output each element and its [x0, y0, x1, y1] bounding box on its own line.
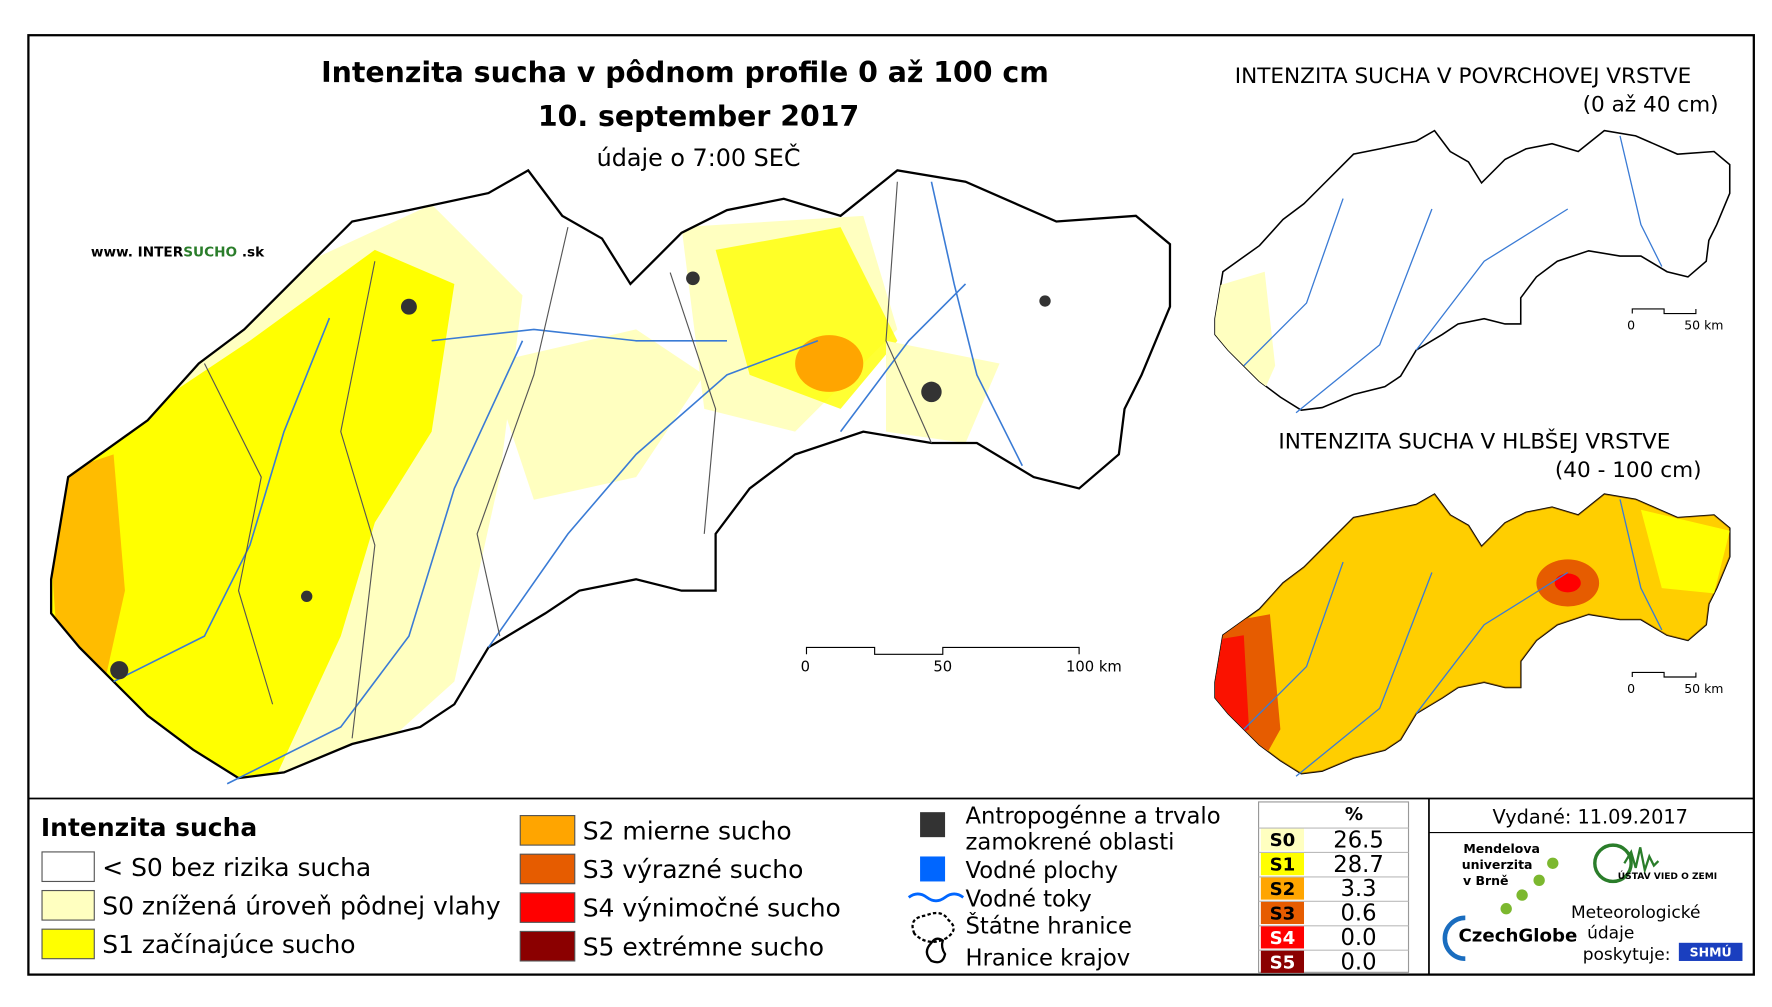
legend-feature-label: Štátne hranice — [966, 912, 1132, 940]
shmu-logo — [1678, 942, 1743, 961]
scale-label: 50 km — [1684, 317, 1723, 332]
legend-title: Intenzita sucha — [41, 813, 257, 842]
legend-swatch — [41, 889, 95, 921]
row-code-cell — [1260, 876, 1305, 900]
table-border — [1258, 801, 1410, 973]
website-prefix: www. INTER — [91, 245, 184, 261]
provider-line: Meteorologické — [1571, 903, 1700, 923]
legend-label: S1 začínajúce sucho — [102, 930, 355, 959]
row-code-cell — [1260, 852, 1305, 876]
row-code: S2 — [1270, 879, 1296, 900]
row-code-cell — [1260, 901, 1305, 925]
row-value: 0.0 — [1340, 925, 1376, 951]
row-code-cell — [1260, 828, 1305, 851]
row-code: S3 — [1270, 904, 1296, 925]
row-code-cell — [1260, 950, 1305, 973]
row-code-cell — [1260, 925, 1305, 949]
legend-feature-label: Antropogénne a trvalo — [966, 804, 1221, 830]
urban-areas — [110, 271, 1051, 680]
website-highlight: SUCHO — [183, 245, 237, 261]
scale-label: 0 — [1627, 317, 1635, 332]
row-value: 0.6 — [1340, 901, 1376, 927]
map-date: 10. september 2017 — [538, 100, 859, 133]
drought-zones — [51, 204, 1000, 779]
icon-state-border — [911, 911, 955, 944]
university-line: univerzita — [1462, 857, 1533, 872]
website-suffix: .sk — [237, 245, 265, 261]
icon-urban — [920, 812, 946, 838]
inset-title: INTENZITA SUCHA V POVRCHOVEJ VRSTVE — [1235, 64, 1692, 89]
stats-table: % S0 26.5 S1 28.7 S2 3.3 S3 0.6 S4 0.0 S5 0.0 — [1258, 801, 1410, 975]
inset-subtitle: (40 - 100 cm) — [1555, 458, 1702, 483]
inset-title: INTENZITA SUCHA V HLBŠEJ VRSTVE — [1278, 429, 1670, 455]
legend-feature-label: Vodné toky — [966, 886, 1092, 912]
legend-swatch — [519, 853, 576, 885]
scale-label: 50 km — [1684, 681, 1723, 696]
rivers — [113, 181, 1024, 785]
legend-label: S3 výrazné sucho — [583, 855, 804, 884]
university-dots — [1500, 857, 1559, 915]
icon-river — [907, 892, 965, 903]
issued-date: Vydané: 11.09.2017 — [1493, 806, 1688, 829]
website: www. INTERSUCHO .sk — [91, 245, 265, 261]
provider-line: údaje — [1587, 923, 1634, 943]
institute: ÚSTAV VIED O ZEMI — [1618, 870, 1717, 882]
map-subtitle: údaje o 7:00 SEČ — [597, 144, 801, 172]
legend-swatch — [519, 892, 576, 923]
row-value: 0.0 — [1340, 949, 1376, 975]
scale-label: 100 km — [1066, 658, 1122, 675]
scale-bar — [805, 646, 1080, 655]
table-header: % — [1345, 804, 1363, 825]
row-value: 26.5 — [1333, 827, 1384, 853]
provider-line: poskytuje: — [1583, 945, 1671, 965]
row-code: S4 — [1270, 928, 1296, 949]
row-value: 28.7 — [1333, 852, 1384, 878]
icon-region-border — [925, 937, 947, 964]
legend: Intenzita sucha < S0 bez rizika sucha S0 … — [41, 804, 1221, 972]
legend-label: S4 výnimočné sucho — [583, 894, 841, 923]
shmu: SHMÚ — [1690, 944, 1732, 959]
scale-label: 50 — [933, 658, 952, 675]
region-borders — [203, 181, 932, 739]
footer: Vydané: 11.09.2017 Mendelova univerzita … — [1428, 798, 1754, 975]
university-line: v Brně — [1463, 873, 1509, 888]
legend-feature-label: Hranice krajov — [966, 946, 1131, 972]
icon-water — [920, 856, 946, 882]
legend-label: < S0 bez rizika sucha — [102, 853, 371, 882]
row-code: S0 — [1270, 830, 1296, 851]
legend-label: S0 znížená úroveň pôdnej vlahy — [102, 891, 501, 920]
scale-label: 0 — [801, 658, 810, 675]
legend-label: S5 extrémne sucho — [583, 932, 824, 961]
main-map: Intenzita sucha v pôdnom profile 0 až 10… — [49, 56, 1172, 785]
legend-swatch — [519, 815, 576, 846]
row-value: 3.3 — [1340, 876, 1376, 902]
institute-logo — [1593, 843, 1633, 884]
legend-label: S2 mierne sucho — [583, 816, 792, 845]
row-code: S1 — [1270, 855, 1296, 876]
university-line: Mendelova — [1463, 841, 1540, 856]
legend-feature-label: Vodné plochy — [966, 858, 1119, 884]
legend-swatch — [519, 930, 576, 962]
scale-label: 0 — [1627, 681, 1635, 696]
row-code: S5 — [1270, 952, 1296, 973]
legend-swatch — [41, 851, 95, 883]
czechglobe-arc — [1442, 915, 1466, 961]
inset-subtitle: (0 až 40 cm) — [1583, 92, 1719, 117]
czechglobe: CzechGlobe — [1458, 926, 1577, 947]
legend-swatch — [41, 928, 95, 960]
legend-feature-label: zamokrené oblasti — [966, 830, 1175, 856]
map-title: Intenzita sucha v pôdnom profile 0 až 10… — [321, 56, 1049, 89]
